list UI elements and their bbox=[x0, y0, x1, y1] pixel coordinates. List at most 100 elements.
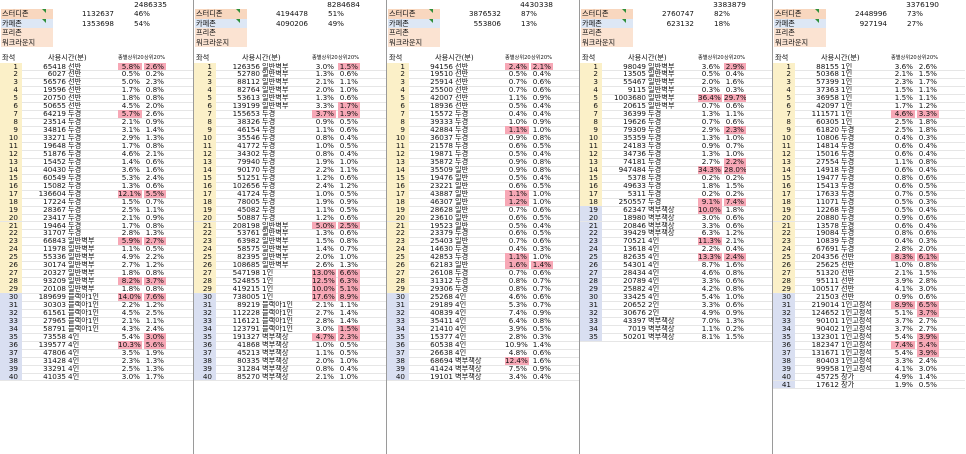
type-share-percent: 1.7% bbox=[894, 102, 913, 111]
seat-type: 두경 bbox=[68, 134, 82, 142]
seat-type: 두경 bbox=[841, 205, 855, 214]
usage-minutes: 112228 bbox=[232, 308, 260, 317]
type-share-percent: 2.2% bbox=[315, 165, 334, 174]
total-share-percent: 0.6% bbox=[339, 229, 358, 238]
seat-number: 16 bbox=[387, 181, 409, 190]
seat-type: 두경 bbox=[68, 157, 82, 166]
usage-minutes: 19477 bbox=[816, 173, 839, 182]
seat-type: 두경 bbox=[841, 173, 855, 182]
header-time: 사용시간(분) bbox=[628, 54, 667, 62]
seat-type: 두경 bbox=[262, 173, 276, 182]
seat-type: 4인 bbox=[68, 372, 80, 381]
total-share-percent: 0.2% bbox=[725, 324, 744, 333]
total-share-percent: 2.2% bbox=[145, 253, 164, 262]
seat-number: 24 bbox=[580, 245, 602, 254]
table-row: 13 35872 두경 0.9% 0.8% bbox=[387, 157, 579, 167]
summary-label: 프리존 bbox=[1, 28, 53, 38]
type-share-percent: 1.5% bbox=[894, 86, 913, 95]
seat-number: 10 bbox=[194, 134, 216, 142]
seat-number: 33 bbox=[387, 316, 409, 325]
seat-number: 40 bbox=[0, 372, 22, 381]
usage-minutes: 94156 bbox=[430, 62, 453, 71]
seat-type: 일반 bbox=[455, 261, 469, 270]
total-share-percent: 0.4% bbox=[918, 142, 937, 150]
usage-minutes: 20652 bbox=[623, 301, 646, 309]
type-share-percent: 1.9% bbox=[894, 380, 913, 389]
type-share-percent: 0.6% bbox=[894, 165, 913, 174]
total-share-percent: 5.4% bbox=[917, 340, 939, 349]
seat-type: 4인 bbox=[648, 253, 660, 262]
seat-type: 선반 bbox=[841, 293, 855, 301]
usage-minutes: 55336 bbox=[43, 253, 66, 262]
summary-row-work: 워크라운지 bbox=[194, 37, 386, 48]
seat-type: 두경 bbox=[648, 189, 662, 198]
type-share-percent: 1.5% bbox=[315, 237, 334, 246]
type-share-percent: 0.7% bbox=[894, 189, 913, 198]
seat-type: 4인 bbox=[455, 301, 467, 309]
seat-number: 12 bbox=[194, 149, 216, 158]
header-seat: 좌석 bbox=[775, 54, 789, 62]
seat-number: 40 bbox=[387, 372, 409, 381]
type-share-percent: 0.4% bbox=[508, 245, 527, 254]
summary-row-cafe: 카페존 623132 18% bbox=[580, 18, 772, 29]
header-type-top20: 종별상위20 bbox=[698, 55, 724, 61]
usage-minutes: 82635 bbox=[623, 253, 646, 262]
total-share-percent: 0.4% bbox=[918, 221, 937, 230]
total-share-percent: 1.2% bbox=[918, 102, 937, 111]
table-row: 33 35411 4인 6.4% 0.8% bbox=[387, 316, 579, 326]
total-share-percent: 0.4% bbox=[725, 245, 744, 254]
type-share-percent: 5.7% bbox=[118, 110, 142, 119]
type-share-percent: 8.1% bbox=[701, 332, 720, 341]
usage-minutes: 23379 bbox=[430, 229, 453, 238]
table-row: 15 19477 두경 0.8% 0.6% bbox=[773, 173, 965, 183]
total-share-percent: 0.6% bbox=[918, 293, 937, 301]
type-share-percent: 1.3% bbox=[315, 94, 334, 103]
usage-minutes: 79940 bbox=[237, 157, 260, 166]
usage-minutes: 45213 bbox=[237, 348, 260, 357]
table-row: 6 18936 선반 0.5% 0.4% bbox=[387, 102, 579, 112]
summary-value: 927194 bbox=[859, 18, 887, 28]
usage-minutes: 51251 bbox=[237, 173, 260, 182]
total-share-percent: 0.6% bbox=[532, 348, 551, 357]
usage-minutes: 19523 bbox=[430, 221, 453, 230]
type-share-percent: 2.5% bbox=[894, 126, 913, 135]
seat-type: 두경 bbox=[455, 149, 469, 158]
total-share-percent: 0.8% bbox=[532, 134, 551, 142]
table-row: 16 49633 두경 1.8% 1.5% bbox=[580, 181, 772, 191]
usage-minutes: 61820 bbox=[816, 126, 839, 135]
usage-minutes: 53761 bbox=[237, 229, 260, 238]
type-share-percent: 5.4% bbox=[121, 332, 140, 341]
total-share-percent: 0.3% bbox=[918, 237, 937, 246]
table-row: 24 14630 두경 0.4% 0.3% bbox=[387, 245, 579, 255]
seat-type: 4인 bbox=[455, 316, 467, 325]
table-row: 38 80335 벽부책상 2.0% 1.0% bbox=[194, 356, 386, 366]
usage-minutes: 18980 bbox=[623, 213, 646, 222]
total-share-percent: 7.6% bbox=[144, 293, 166, 301]
table-row: 35 132301 1인고정석 5.4% 3.9% bbox=[773, 332, 965, 342]
type-share-percent: 2.0% bbox=[701, 78, 720, 87]
seat-type: 1인고정석 bbox=[841, 316, 873, 325]
total-share-percent: 3.3% bbox=[917, 110, 939, 119]
table-row: 31 30303 블랙아1인 2.2% 1.2% bbox=[0, 301, 193, 310]
seat-type: 일반벽부 bbox=[262, 78, 289, 87]
seat-number: 40 bbox=[194, 372, 216, 381]
seat-type: 두경 bbox=[455, 118, 469, 127]
summary-row-cafe: 카페존 927194 27% bbox=[773, 18, 965, 29]
table-row: 24 67691 두경 2.8% 2.0% bbox=[773, 245, 965, 255]
seat-number: 33 bbox=[0, 316, 22, 325]
table-row: 12 34736 두경 1.3% 1.0% bbox=[580, 149, 772, 159]
table-row: 20 20880 두경 0.9% 0.6% bbox=[773, 213, 965, 223]
total-share-percent: 1.0% bbox=[532, 126, 551, 135]
total-share-percent: 1.9% bbox=[145, 348, 164, 357]
total-share-percent: 5.1% bbox=[338, 285, 360, 294]
seat-type: 4인 bbox=[455, 340, 467, 349]
usage-minutes: 102656 bbox=[232, 181, 260, 190]
summary-label: 스터디존 bbox=[1, 9, 53, 19]
seat-type: 벽부책상 bbox=[648, 205, 675, 214]
seat-number: 33 bbox=[194, 316, 216, 325]
usage-minutes: 35872 bbox=[430, 157, 453, 166]
summary-row-cafe: 카페존 553806 13% bbox=[387, 18, 579, 29]
type-share-percent: 11.3% bbox=[698, 237, 722, 246]
total-share-percent: 1.2% bbox=[725, 229, 744, 238]
seat-number: 6 bbox=[580, 102, 602, 111]
